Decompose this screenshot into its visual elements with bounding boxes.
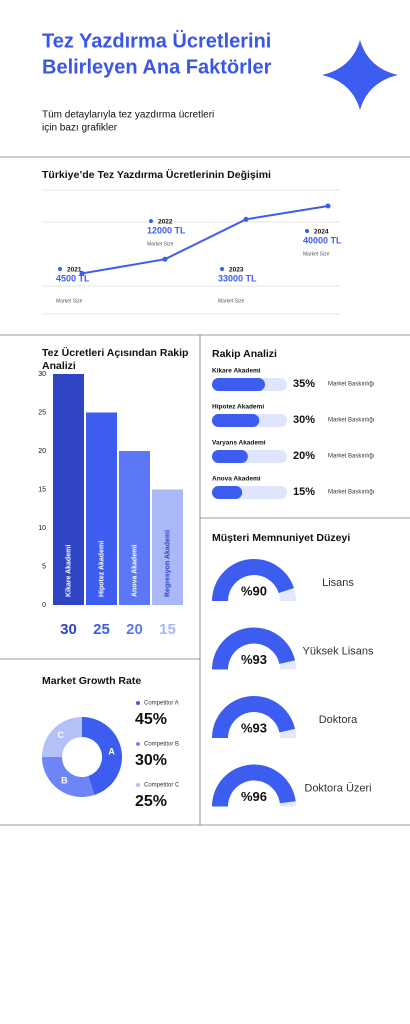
header-title: Tez Yazdırma Ücretlerini xyxy=(42,29,271,52)
y-tick-label: 25 xyxy=(38,409,46,416)
progress-bar xyxy=(212,414,260,427)
value-label: 15% xyxy=(293,486,315,498)
chart-title: Rakip Analizi xyxy=(212,348,277,360)
y-tick-label: 0 xyxy=(42,602,46,609)
y-tick-label: 10 xyxy=(38,525,46,532)
note: Market Size xyxy=(147,241,174,247)
bar-label: Anova Akademi xyxy=(131,545,138,597)
header-title: Belirleyen Ana Faktörler xyxy=(42,56,272,78)
label-dot xyxy=(220,267,224,271)
value-label: 20 xyxy=(126,621,143,638)
item-name: Hipotez Akademi xyxy=(212,404,264,411)
legend-dot xyxy=(136,742,140,746)
y-tick-label: 15 xyxy=(38,486,46,493)
year-label: 2021 xyxy=(67,267,82,274)
value-label: %90 xyxy=(241,583,267,598)
bar xyxy=(152,489,183,605)
bar-label: Hipotez Akademi xyxy=(98,541,105,597)
value-label: 30% xyxy=(293,414,315,426)
line-chart-rules xyxy=(42,189,340,315)
label-dot xyxy=(149,219,153,223)
bar xyxy=(86,412,117,605)
gauge-fill xyxy=(212,627,295,670)
slice xyxy=(82,717,122,796)
point xyxy=(79,270,85,276)
note: Market Baskınlığı xyxy=(328,382,375,388)
value-label: 35% xyxy=(293,378,315,390)
slice xyxy=(42,717,82,757)
category-label: Doktora xyxy=(319,714,358,726)
note: Market Baskınlığı xyxy=(328,418,375,424)
y-tick-label: 30 xyxy=(38,371,46,378)
value-label: 45% xyxy=(135,711,167,728)
value-label: 30 xyxy=(60,621,77,638)
item-name: Anova Akademi xyxy=(212,476,261,483)
item-name: Varyans Akademi xyxy=(212,440,266,447)
point xyxy=(243,216,249,222)
note: Market Size xyxy=(218,298,245,304)
value-label: 30% xyxy=(135,752,167,769)
dividers xyxy=(0,156,410,826)
value-label: 20% xyxy=(293,450,315,462)
slice xyxy=(42,757,95,797)
legend-label: Competitor B xyxy=(144,742,179,748)
value-label: %93 xyxy=(241,720,267,735)
y-tick-label: 5 xyxy=(42,563,46,570)
value-label: 25 xyxy=(93,621,110,638)
slice-label: A xyxy=(108,747,115,757)
legend-label: Competitor C xyxy=(144,783,180,789)
bar-label: Kikare Akademi xyxy=(65,545,72,597)
chart-title: Müşteri Memnuniyet Düzeyi xyxy=(212,532,350,544)
value-label: 25% xyxy=(135,793,167,810)
year-label: 2024 xyxy=(314,229,329,236)
bar xyxy=(119,451,150,605)
legend-label: Competitor A xyxy=(144,701,179,707)
header-subtitle: için bazı grafikler xyxy=(42,123,118,134)
gauge-fill xyxy=(212,696,295,738)
chart-title: Türkiye’de Tez Yazdırma Ücretlerinin Değ… xyxy=(42,168,271,181)
point xyxy=(325,203,331,209)
gauge-fill xyxy=(212,559,294,601)
value-label: 33000 TL xyxy=(218,273,257,283)
chart-title: Market Growth Rate xyxy=(42,675,141,687)
note: Market Size xyxy=(56,298,83,304)
note: Market Baskınlığı xyxy=(328,454,375,460)
progress-bar xyxy=(212,486,243,499)
progress-bar xyxy=(212,450,248,463)
value-label: 4500 TL xyxy=(56,273,90,283)
label-dot xyxy=(58,267,62,271)
y-tick-label: 20 xyxy=(38,448,46,455)
value-label: %96 xyxy=(241,789,267,804)
year-label: 2022 xyxy=(158,219,173,226)
value-label: 12000 TL xyxy=(147,225,186,235)
slice-label: B xyxy=(61,776,68,786)
gauge-fill xyxy=(212,764,296,807)
item-name: Kikare Akademi xyxy=(212,368,261,375)
value-label: 40000 TL xyxy=(303,235,342,245)
category-label: Doktora Üzeri xyxy=(304,782,371,794)
header-subtitle: Tüm detaylarıyla tez yazdırma ücretleri xyxy=(42,110,214,121)
category-label: Lisans xyxy=(322,577,354,589)
logo xyxy=(322,40,398,110)
point xyxy=(162,256,168,262)
note: Market Baskınlığı xyxy=(328,490,375,496)
note: Market Size xyxy=(303,251,330,257)
legend-dot xyxy=(136,783,140,787)
bar-label: Regresyon Akademi xyxy=(164,530,171,597)
slice-label: C xyxy=(58,730,65,740)
label-dot xyxy=(305,229,309,233)
bar xyxy=(53,374,84,605)
year-label: 2023 xyxy=(229,267,244,274)
progress-bar xyxy=(212,378,265,391)
line xyxy=(81,205,329,275)
legend-dot xyxy=(136,701,140,705)
value-label: 15 xyxy=(159,621,176,638)
bar-chart-title: Tez Ücretleri Açısından Rakip Analizi xyxy=(42,347,189,372)
value-label: %93 xyxy=(241,652,267,667)
category-label: Yüksek Lisans xyxy=(303,645,374,657)
